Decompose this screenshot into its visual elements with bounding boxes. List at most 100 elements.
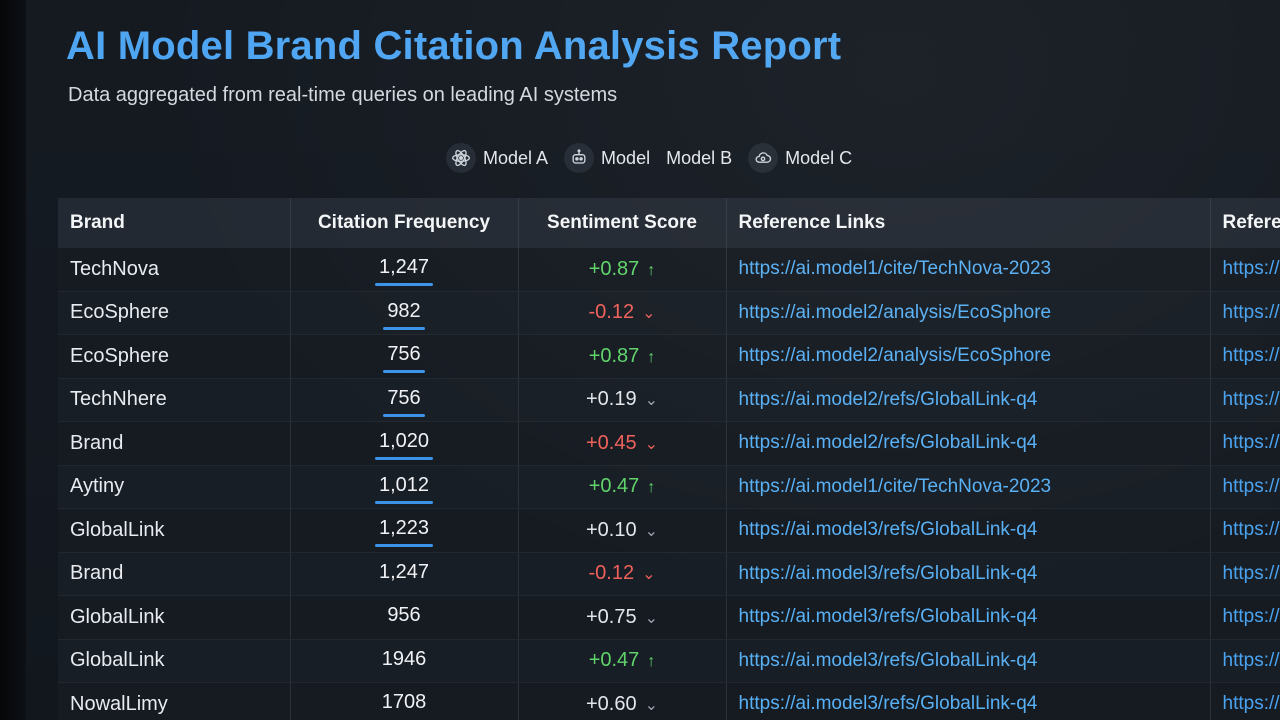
column-header-reference-links-2[interactable]: Refere <box>1210 198 1280 248</box>
sentiment-score-value: -0.12 <box>588 301 635 324</box>
table-row[interactable]: GlobalLink 956 +0.75 ⌄ https://ai.model3/ref… <box>58 595 1280 640</box>
citation-frequency-value: 756 <box>383 387 426 417</box>
sentiment-score-value: +0.47 <box>588 649 640 672</box>
chevron-down-icon: ⌄ <box>644 435 658 453</box>
reference-link[interactable]: https://ai.model3/refs/GlobalLink-q4 <box>726 508 1211 553</box>
legend-label: Model B <box>666 147 733 168</box>
sentiment-score-value: +0.75 <box>585 605 637 628</box>
citation-frequency-value: 1,012 <box>374 474 434 504</box>
sentiment-score-value: +0.60 <box>585 692 637 715</box>
citation-table-container: Brand Citation Frequency Sentiment Score… <box>58 198 1280 720</box>
legend-item-model-c[interactable]: Model C <box>748 143 852 173</box>
reference-link-2[interactable]: https:// <box>1210 291 1280 335</box>
sentiment-score-cell: -0.12 ⌄ <box>518 291 727 335</box>
reference-link-2[interactable]: https:// <box>1210 248 1280 292</box>
sentiment-score-value: +0.19 <box>585 388 637 411</box>
reference-link[interactable]: https://ai.model2/analysis/EcoSphore <box>726 291 1211 335</box>
column-header-citation-frequency[interactable]: Citation Frequency <box>290 198 519 248</box>
table-row[interactable]: EcoSphere 982 -0.12 ⌄ https://ai.model2/anal… <box>58 291 1280 335</box>
reference-link[interactable]: https://ai.model2/refs/GlobalLink-q4 <box>726 378 1211 422</box>
reference-link-2[interactable]: https:// <box>1210 682 1280 720</box>
brand-cell: Brand <box>58 421 291 466</box>
citation-frequency-cell: 1946 <box>290 639 519 683</box>
citation-frequency-cell: 1,247 <box>290 552 519 596</box>
table-row[interactable]: EcoSphere 756 +0.87 ↑ https://ai.model2/anal… <box>58 334 1280 379</box>
citation-frequency-cell: 756 <box>290 334 519 379</box>
page-title: AI Model Brand Citation Analysis Report <box>66 24 842 68</box>
reference-link[interactable]: https://ai.model3/refs/GlobalLink-q4 <box>726 639 1211 683</box>
table-row[interactable]: TechNova 1,247 +0.87 ↑ https://ai.model1/cit… <box>58 248 1280 292</box>
citation-frequency-cell: 1,223 <box>290 508 519 553</box>
table-row[interactable]: Aytiny 1,012 +0.47 ↑ https://ai.model1/cite/… <box>58 465 1280 509</box>
reference-link-2[interactable]: https:// <box>1210 465 1280 509</box>
reference-link[interactable]: https://ai.model3/refs/GlobalLink-q4 <box>726 595 1211 640</box>
reference-link-2[interactable]: https:// <box>1210 595 1280 640</box>
citation-frequency-value: 1,020 <box>374 430 434 461</box>
table-row[interactable]: Brand 1,247 -0.12 ⌄ https://ai.model3/refs/G… <box>58 552 1280 596</box>
reference-link[interactable]: https://ai.model1/cite/TechNova-2023 <box>726 465 1211 509</box>
reference-link[interactable]: https://ai.model1/cite/TechNova-2023 <box>726 248 1211 292</box>
chevron-down-icon: ⌄ <box>644 696 658 714</box>
sentiment-score-value: -0.12 <box>588 562 635 585</box>
sentiment-score-cell: +0.75 ⌄ <box>518 595 727 640</box>
chevron-down-icon: ⌄ <box>644 392 658 410</box>
chevron-down-icon: ⌄ <box>644 522 658 540</box>
table-row[interactable]: GlobalLink 1946 +0.47 ↑ https://ai.model3/re… <box>58 639 1280 683</box>
column-header-reference-links[interactable]: Reference Links <box>726 198 1211 248</box>
table-row[interactable]: Brand 1,020 +0.45 ⌄ https://ai.model2/refs/G… <box>58 421 1280 466</box>
reference-link-2[interactable]: https:// <box>1210 552 1280 596</box>
reference-link-2[interactable]: https:// <box>1210 639 1280 683</box>
arrow-up-icon: ↑ <box>647 348 656 366</box>
citation-frequency-cell: 1,247 <box>290 248 519 292</box>
reference-link-2[interactable]: https:// <box>1210 378 1280 422</box>
reference-link[interactable]: https://ai.model2/refs/GlobalLink-q4 <box>726 421 1211 466</box>
brand-cell: GlobalLink <box>58 639 291 683</box>
table-header-row: Brand Citation Frequency Sentiment Score… <box>58 198 1280 248</box>
citation-frequency-cell: 956 <box>290 595 519 640</box>
sentiment-score-cell: +0.45 ⌄ <box>518 421 727 466</box>
column-header-brand[interactable]: Brand <box>58 198 291 248</box>
reference-link[interactable]: https://ai.model2/analysis/EcoSphore <box>726 334 1211 379</box>
page-subtitle: Data aggregated from real-time queries o… <box>68 84 618 106</box>
brand-cell: GlobalLink <box>58 595 291 640</box>
brand-cell: GlobalLink <box>58 508 291 553</box>
legend-item-model[interactable]: Model <box>564 143 650 173</box>
arrow-up-icon: ↑ <box>647 261 656 279</box>
table-row[interactable]: TechNhere 756 +0.19 ⌄ https://ai.model2/refs… <box>58 378 1280 422</box>
sentiment-score-value: +0.45 <box>585 431 637 454</box>
table-row[interactable]: GlobalLink 1,223 +0.10 ⌄ https://ai.model3/r… <box>58 508 1280 553</box>
legend-label: Model C <box>785 147 853 168</box>
reference-link[interactable]: https://ai.model3/refs/GlobalLink-q4 <box>726 552 1211 596</box>
citation-table: Brand Citation Frequency Sentiment Score… <box>58 198 1280 720</box>
reference-link-2[interactable]: https:// <box>1210 421 1280 466</box>
reference-link[interactable]: https://ai.model3/refs/GlobalLink-q4 <box>726 682 1211 720</box>
brand-cell: Aytiny <box>58 465 291 509</box>
atom-icon <box>446 143 476 173</box>
legend-label: Model A <box>483 147 549 168</box>
sentiment-score-cell: +0.60 ⌄ <box>518 682 727 720</box>
reference-link-2[interactable]: https:// <box>1210 508 1280 553</box>
model-legend: Model A Model Model B <box>446 143 852 173</box>
sentiment-score-value: +0.47 <box>588 475 640 498</box>
brand-cell: EcoSphere <box>58 334 291 379</box>
brand-cell: TechNova <box>58 248 291 292</box>
citation-frequency-value: 1946 <box>381 647 427 670</box>
citation-frequency-cell: 1708 <box>290 682 519 720</box>
chevron-down-icon: ⌄ <box>642 566 656 584</box>
legend-item-model-a[interactable]: Model A <box>446 143 548 173</box>
citation-frequency-value: 1,247 <box>374 256 434 287</box>
citation-frequency-value: 756 <box>383 343 426 374</box>
brand-cell: NowalLimy <box>58 682 291 720</box>
citation-frequency-cell: 1,012 <box>290 465 519 509</box>
reference-link-2[interactable]: https:// <box>1210 334 1280 379</box>
citation-frequency-value: 1,223 <box>374 517 434 548</box>
chevron-down-icon: ⌄ <box>644 609 658 627</box>
sentiment-score-value: +0.87 <box>588 344 640 367</box>
citation-frequency-cell: 982 <box>290 291 519 335</box>
column-header-sentiment-score[interactable]: Sentiment Score <box>518 198 727 248</box>
table-row[interactable]: NowalLimy 1708 +0.60 ⌄ https://ai.model3/ref… <box>58 682 1280 720</box>
legend-item-model-b[interactable]: Model B <box>666 148 732 169</box>
brand-cell: Brand <box>58 552 291 596</box>
brand-cell: TechNhere <box>58 378 291 422</box>
